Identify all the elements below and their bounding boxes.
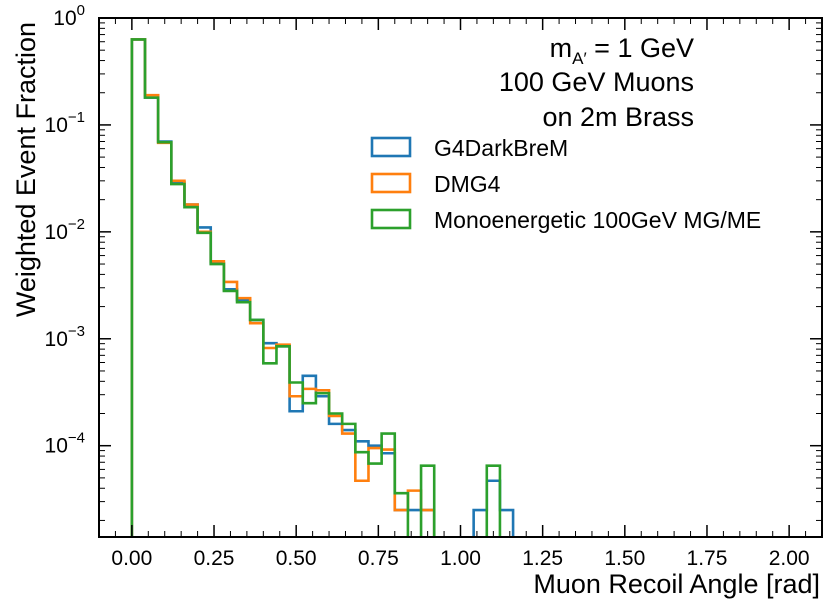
y-tick-label-base: 10 (45, 435, 68, 458)
y-tick-label-base: 10 (45, 328, 68, 351)
annotation-line-2: 100 GeV Muons (499, 67, 694, 97)
legend-swatch-g4darkbrem (370, 136, 412, 158)
y-tick-label-base: 10 (45, 114, 68, 137)
x-tick-label: 1.75 (687, 547, 728, 570)
y-tick-label-exponent: −4 (68, 430, 85, 447)
x-tick-label: 2.00 (769, 547, 810, 570)
annotation-mass-symbol: m (550, 33, 573, 63)
series-layer (130, 38, 515, 537)
x-axis-label: Muon Recoil Angle [rad] (533, 569, 820, 599)
series-line-monoenergetic-100gev-mg-me (130, 38, 502, 537)
y-tick-label: 10−4 (45, 430, 85, 458)
y-tick-label: 10−3 (45, 323, 85, 351)
legend-label-monoenergetic-100gev-mg-me: Monoenergetic 100GeV MG/ME (434, 207, 761, 233)
y-tick-label: 100 (53, 2, 85, 30)
x-tick-label: 1.00 (440, 547, 481, 570)
ticks-layer (99, 17, 823, 537)
legend-swatch-dmg4 (370, 172, 412, 194)
y-tick-label-exponent: −3 (68, 323, 85, 340)
y-tick-label-base: 10 (45, 221, 68, 244)
x-tick-label: 1.25 (522, 547, 563, 570)
legend: G4DarkBreM DMG4 Monoenergetic 100GeV MG/ME (370, 135, 761, 233)
x-tick-label: 1.50 (604, 547, 645, 570)
y-tick-label-exponent: −1 (68, 109, 85, 126)
annotation-line-1: mA′ = 1 GeV (550, 33, 694, 68)
x-tick-label: 0.75 (358, 547, 399, 570)
x-tick-label: 0.25 (194, 547, 235, 570)
legend-label-g4darkbrem: G4DarkBreM (434, 135, 568, 161)
labels-layer: 0.00 0.25 0.50 0.75 1.00 1.25 1.50 1.75 2.001001… (45, 2, 810, 570)
annotation: mA′ = 1 GeV 100 GeV Muons on 2m Brass (499, 33, 694, 132)
y-axis-label: Weighted Event Fraction (11, 22, 41, 317)
y-tick-label-exponent: 0 (77, 2, 85, 19)
annotation-mass-subscript: A′ (572, 49, 587, 68)
x-tick-label: 0.50 (276, 547, 317, 570)
legend-swatch-monoenergetic-100gev-mg-me (370, 208, 412, 230)
legend-label-dmg4: DMG4 (434, 171, 501, 197)
y-tick-label: 10−2 (45, 216, 85, 244)
y-tick-label-exponent: −2 (68, 216, 85, 233)
annotation-line-3: on 2m Brass (542, 102, 694, 132)
x-tick-label: 0.00 (111, 547, 152, 570)
y-tick-label-base: 10 (53, 7, 76, 30)
annotation-mass-value: = 1 GeV (587, 33, 694, 63)
y-tick-label: 10−1 (45, 109, 85, 137)
